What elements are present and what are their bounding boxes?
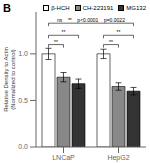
svg-text:0.5: 0.5 (18, 97, 28, 104)
svg-text:**: ** (62, 29, 66, 35)
svg-text:**: ** (109, 39, 113, 45)
svg-text:ns ** p<0.0001 p=0.00: ns ** p<0.0001 p=0.0022 (57, 17, 125, 23)
svg-text:**: ** (117, 29, 121, 35)
html-text:MG132: MG132 (126, 5, 146, 11)
svg-text:**: ** (54, 39, 58, 45)
html-text:B: B (3, 2, 11, 14)
html-text:CH-223191: CH-223191 (82, 5, 114, 11)
svg-text:HepG2: HepG2 (107, 154, 129, 162)
svg-text:0.0: 0.0 (18, 143, 28, 150)
svg-text:1.0: 1.0 (18, 50, 28, 57)
svg-text:LNCaP: LNCaP (52, 154, 75, 161)
svg-text:Relative Density to Actin(Norm: Relative Density to Actin(Normalized to … (8, 47, 16, 112)
html-text:β-HCH: β-HCH (51, 5, 70, 11)
